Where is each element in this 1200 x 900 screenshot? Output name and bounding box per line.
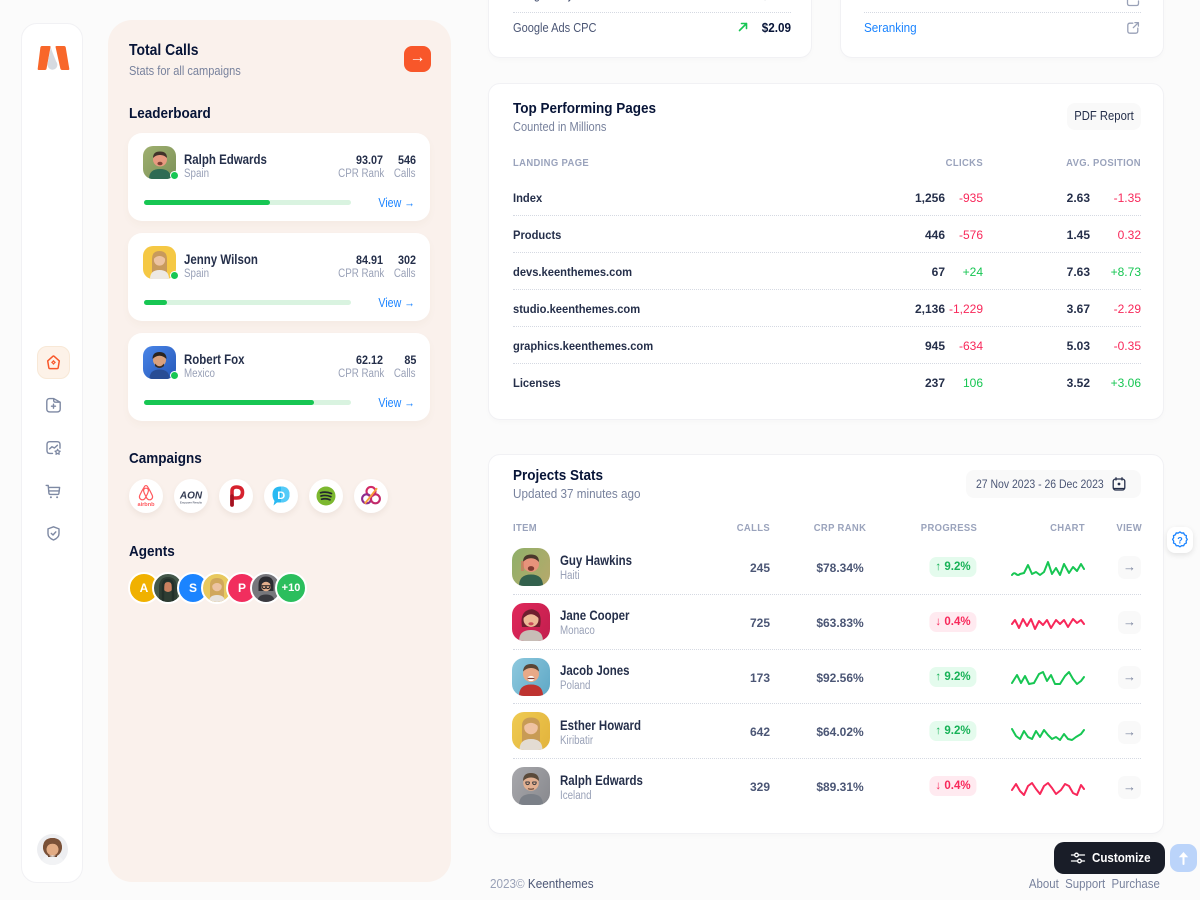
svg-text:D: D <box>277 490 285 502</box>
svg-text:?: ? <box>1177 536 1183 546</box>
svg-text:airbnb: airbnb <box>137 502 155 508</box>
svg-text:AON: AON <box>179 491 203 502</box>
svg-text:Empower Results: Empower Results <box>180 501 203 505</box>
